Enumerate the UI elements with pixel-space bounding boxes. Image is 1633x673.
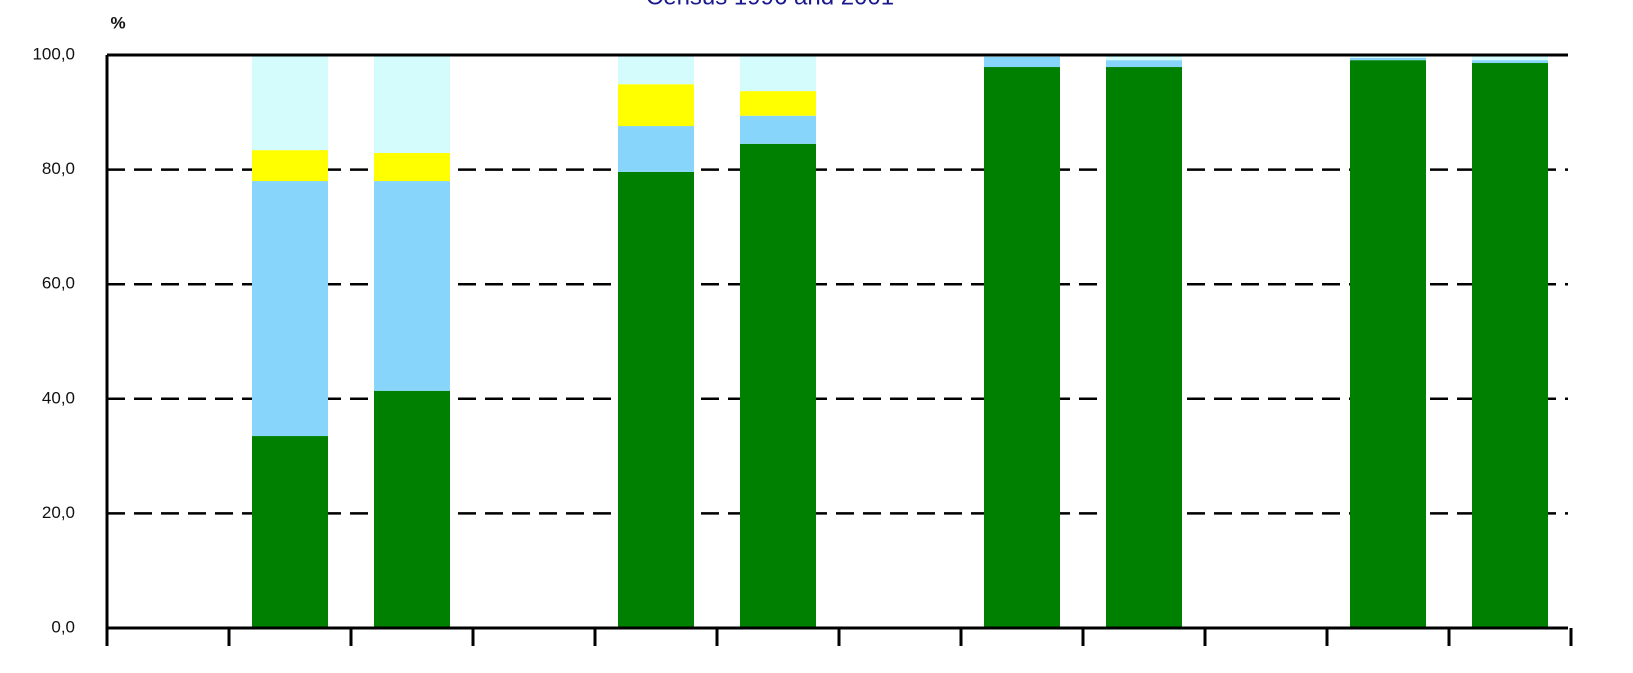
bar-segment [252, 181, 328, 437]
y-tick-label: 40,0 [42, 388, 75, 407]
bar-segment [1350, 60, 1426, 629]
bar-segment [1106, 55, 1182, 61]
bar-segment [1472, 55, 1548, 61]
bar-segment [252, 150, 328, 182]
bar-segment [740, 91, 816, 116]
y-tick-label: 100,0 [32, 44, 75, 63]
bar-segment [984, 56, 1060, 68]
bar-segment [252, 436, 328, 628]
bar-segment [252, 55, 328, 151]
bar-segment [374, 181, 450, 391]
bar-segment [1106, 60, 1182, 68]
bar-segment [374, 152, 450, 182]
bar-segment [984, 67, 1060, 628]
bar-segment [618, 171, 694, 628]
bar-segment [1350, 57, 1426, 61]
chart-title: Census 1996 and 2001 [646, 0, 894, 10]
y-axis-label: % [110, 13, 125, 32]
y-tick-label: 80,0 [42, 159, 75, 178]
bar-segment [740, 115, 816, 144]
bar-segment [1472, 63, 1548, 629]
bar-segment [374, 390, 450, 628]
bar-segment [1472, 60, 1548, 64]
y-tick-label: 0,0 [51, 617, 75, 636]
bar-segment [1106, 67, 1182, 628]
bar-segment [740, 143, 816, 628]
bar-segment [740, 55, 816, 92]
bar-segment [618, 55, 694, 85]
y-tick-label: 60,0 [42, 274, 75, 293]
bar-segment [618, 84, 694, 127]
y-tick-label: 20,0 [42, 503, 75, 522]
bar-segment [618, 126, 694, 172]
bar-segment [374, 55, 450, 153]
